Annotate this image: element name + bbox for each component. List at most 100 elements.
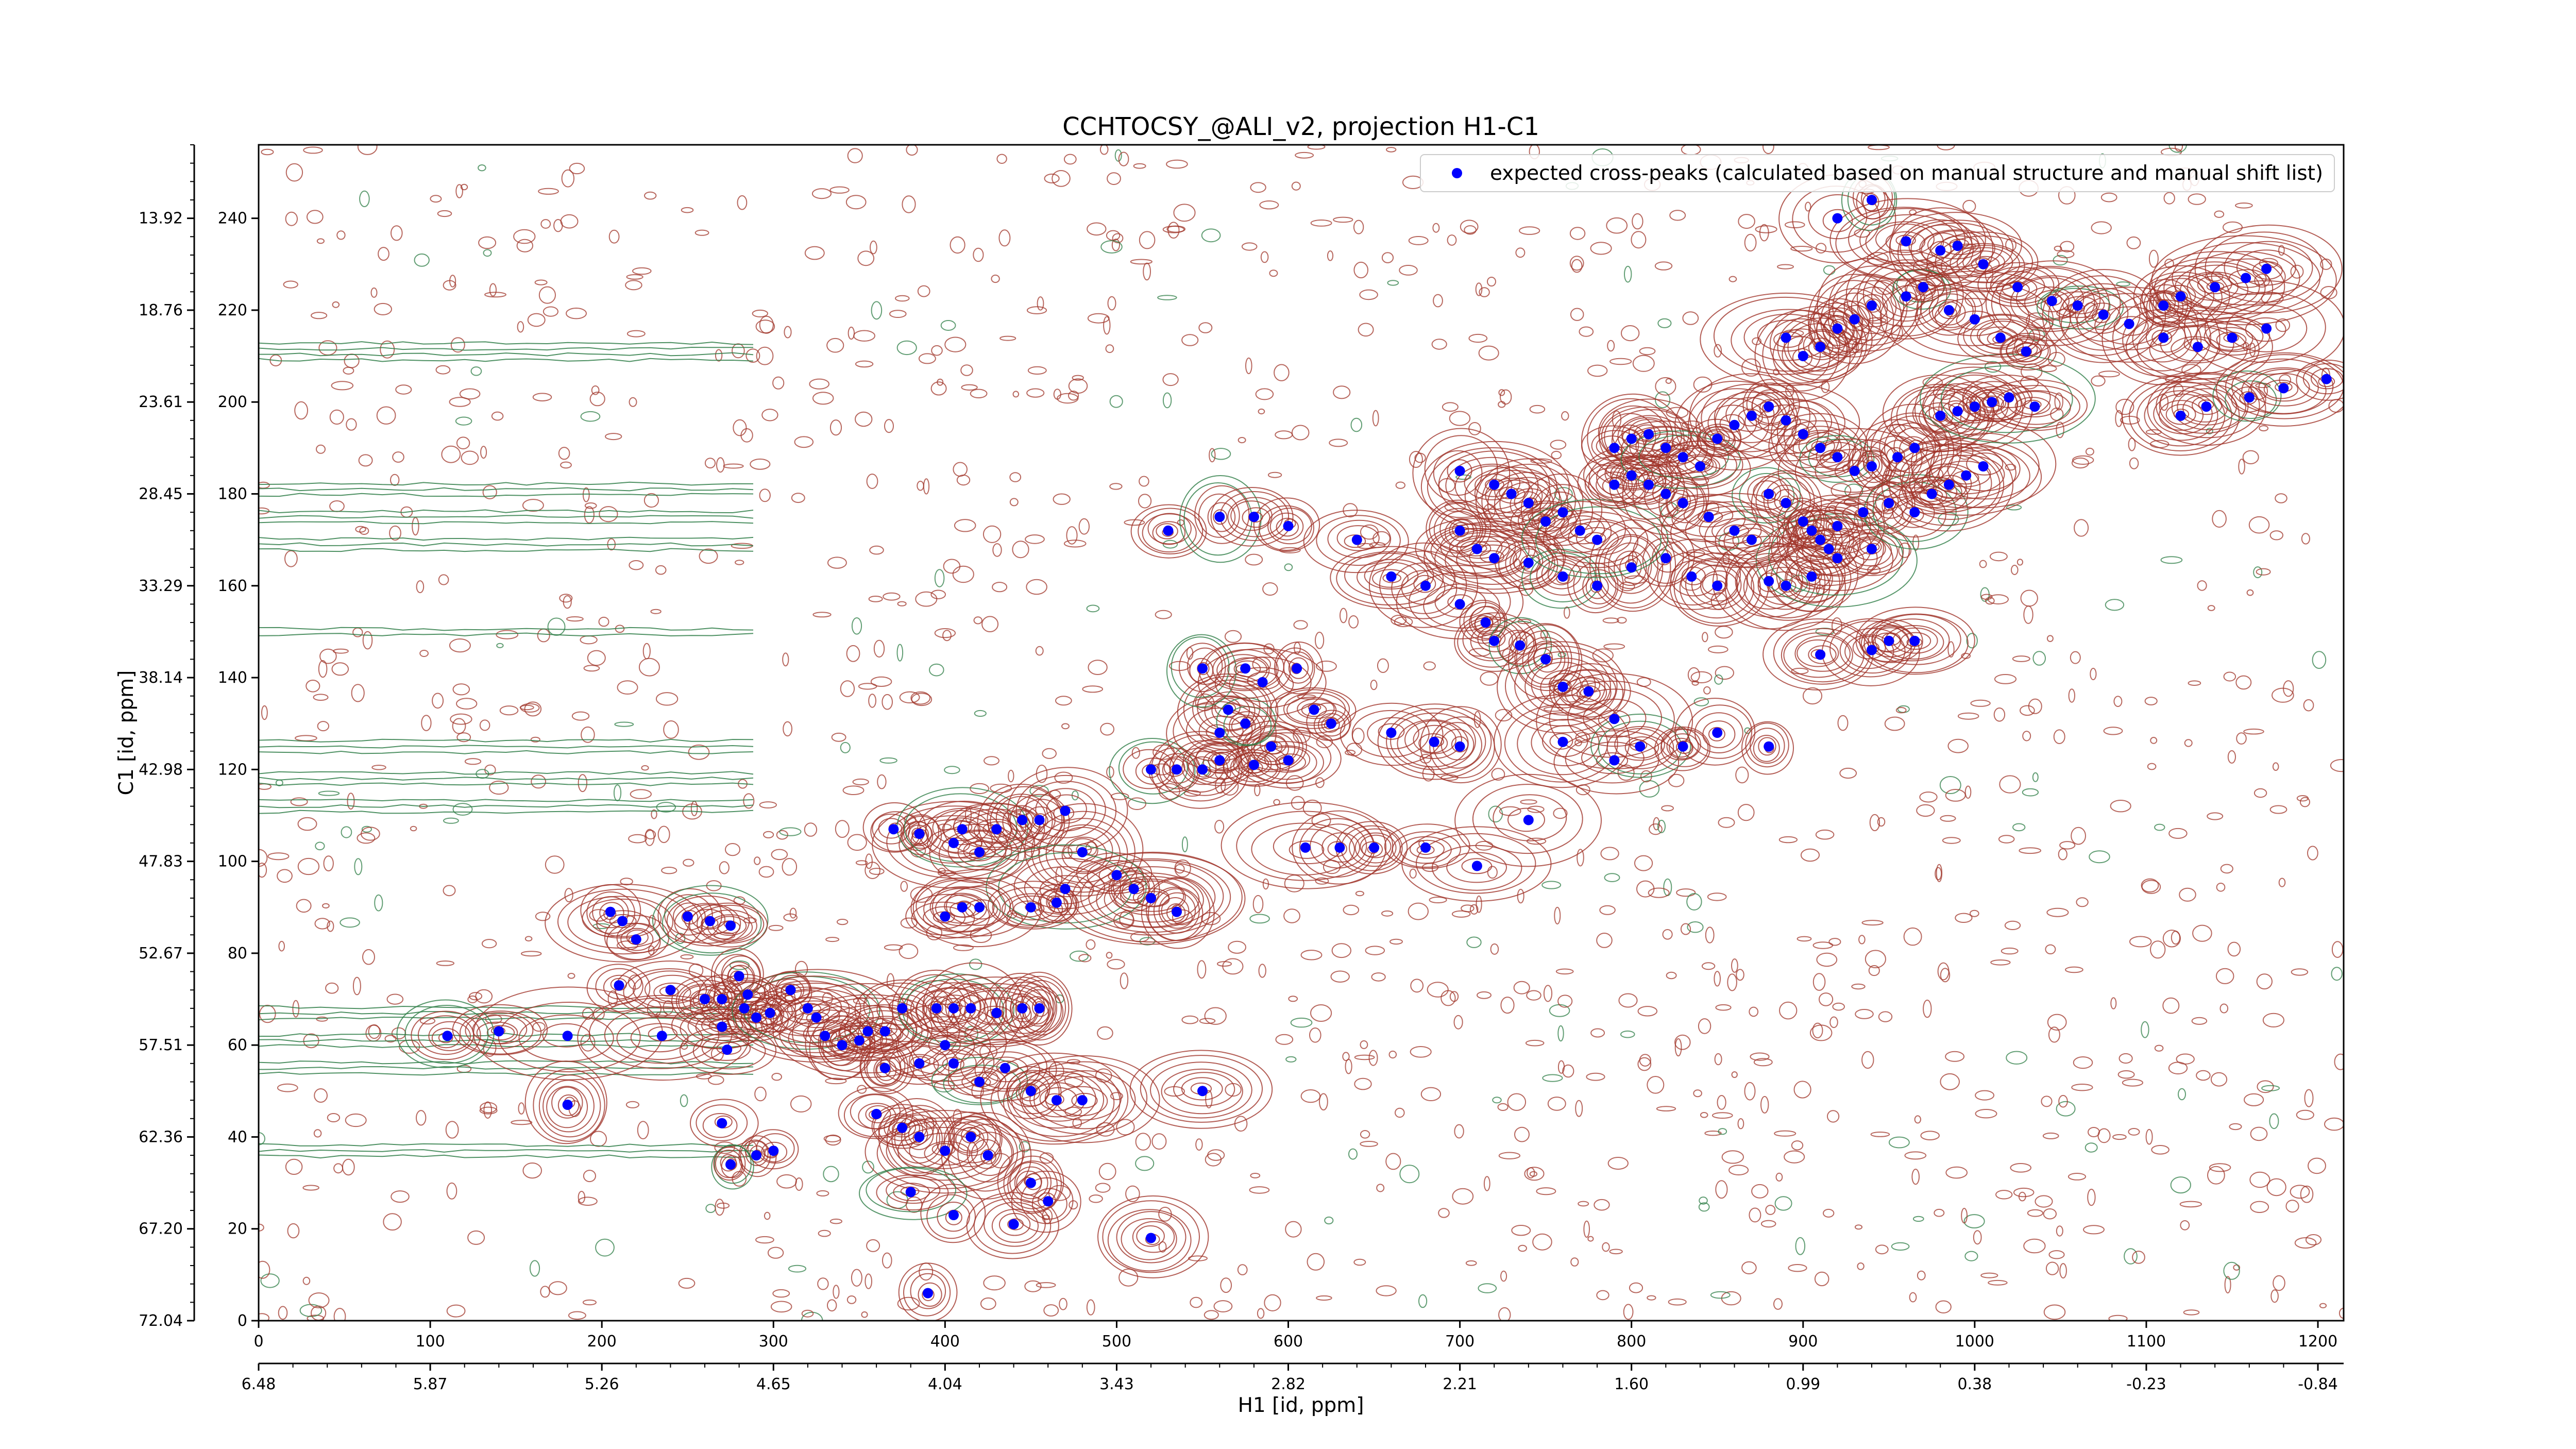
noise-contour: [680, 1094, 688, 1107]
noise-contour: [370, 287, 378, 298]
noise-contour: [1410, 979, 1424, 993]
noise-contour: [1897, 705, 1910, 713]
noise-contour: [327, 920, 334, 932]
peak-contour: [957, 1123, 1018, 1183]
noise-contour: [1749, 1207, 1761, 1223]
noise-contour: [1264, 1294, 1281, 1311]
noise-contour: [2054, 245, 2062, 251]
noise-contour: [1399, 1165, 1420, 1184]
cross-peak-marker: [2175, 291, 2186, 302]
peak-contour: [1269, 687, 1357, 734]
cross-peak-marker: [1025, 1177, 1036, 1188]
peak-contour: [873, 1056, 902, 1085]
peak-contour: [1242, 507, 1270, 528]
peak-contour: [2205, 231, 2324, 303]
peak-contour: [911, 901, 975, 936]
noise-contour: [982, 525, 1002, 543]
peak-contour: [1269, 512, 1304, 541]
noise-contour: [620, 878, 633, 886]
peak-contour: [486, 1025, 515, 1040]
noise-contour: [625, 1101, 640, 1108]
peak-contour: [1884, 422, 1941, 474]
noise-contour: [1423, 661, 1436, 671]
peak-contour: [1554, 518, 1639, 564]
streak-contour: [259, 745, 754, 749]
peak-contour: [411, 1010, 481, 1060]
noise-contour: [1476, 895, 1482, 913]
noise-contour: [2020, 705, 2035, 716]
peak-contour: [524, 1060, 607, 1144]
peak-contour: [1213, 509, 1228, 525]
noise-contour: [754, 856, 761, 865]
noise-contour: [771, 849, 788, 861]
noise-contour: [1701, 962, 1716, 970]
noise-contour: [1680, 923, 1691, 935]
peak-contour: [1031, 998, 1050, 1017]
peak-contour: [1264, 746, 1311, 773]
noise-contour: [750, 458, 771, 470]
noise-contour: [2206, 428, 2213, 434]
noise-contour: [1909, 1292, 1917, 1303]
noise-contour: [884, 419, 894, 433]
noise-contour: [297, 857, 320, 875]
peak-contour: [1654, 726, 1710, 771]
cross-peak-marker: [1781, 332, 1791, 343]
noise-contour: [591, 385, 600, 395]
noise-contour: [1357, 543, 1374, 549]
cross-peak-marker: [1292, 663, 1302, 674]
noise-contour: [1527, 805, 1545, 813]
noise-contour: [629, 397, 637, 407]
noise-contour: [1377, 658, 1389, 673]
peak-contour: [1700, 570, 1738, 602]
noise-contour: [2022, 731, 2031, 742]
noise-contour: [1715, 1004, 1732, 1011]
peak-contour: [567, 896, 673, 949]
noise-contour: [1483, 1176, 1490, 1191]
peak-contour: [396, 999, 495, 1068]
noise-contour: [1526, 990, 1541, 1001]
noise-contour: [1592, 648, 1614, 663]
peak-contour: [577, 995, 750, 1081]
noise-contour: [2056, 1101, 2076, 1117]
noise-contour: [1133, 163, 1146, 169]
noise-contour: [1984, 361, 2002, 373]
peak-contour: [1541, 559, 1582, 589]
cross-peak-marker: [614, 980, 624, 991]
cross-peak-marker: [1781, 415, 1791, 426]
cross-peak-marker: [871, 1108, 882, 1119]
cross-peak-marker: [2175, 410, 2186, 421]
noise-contour: [1095, 1183, 1111, 1193]
noise-contour: [530, 736, 540, 743]
cross-peak-marker: [991, 824, 1002, 835]
peak-contour: [1377, 703, 1492, 780]
noise-contour: [754, 1086, 767, 1102]
peak-contour: [780, 1000, 849, 1036]
noise-contour: [1812, 1022, 1823, 1039]
cross-peak-marker: [1660, 488, 1671, 499]
peak-contour: [950, 1121, 989, 1154]
cross-peak-marker: [1643, 479, 1654, 490]
noise-contour: [568, 1311, 586, 1320]
cross-peak-marker: [862, 1026, 873, 1037]
noise-contour: [1788, 1264, 1807, 1272]
noise-contour: [1052, 170, 1071, 187]
peak-contour: [915, 987, 989, 1034]
noise-contour: [2043, 1208, 2057, 1220]
noise-contour: [496, 630, 519, 639]
noise-contour: [1624, 265, 1632, 283]
cross-peak-marker: [1060, 884, 1071, 895]
noise-contour: [2023, 605, 2033, 624]
peak-contour: [1874, 618, 1950, 662]
noise-contour: [930, 589, 946, 599]
cross-peak-marker: [2227, 332, 2238, 343]
noise-contour: [518, 1102, 525, 1115]
noise-contour: [581, 726, 595, 743]
noise-contour: [2224, 1276, 2231, 1294]
peak-contour: [966, 1192, 1059, 1259]
noise-contour: [1717, 1095, 1726, 1110]
noise-contour: [1385, 1153, 1401, 1170]
noise-contour: [520, 951, 542, 957]
peak-contour: [1313, 710, 1350, 741]
noise-contour: [650, 609, 662, 614]
peak-contour: [1132, 1221, 1175, 1253]
